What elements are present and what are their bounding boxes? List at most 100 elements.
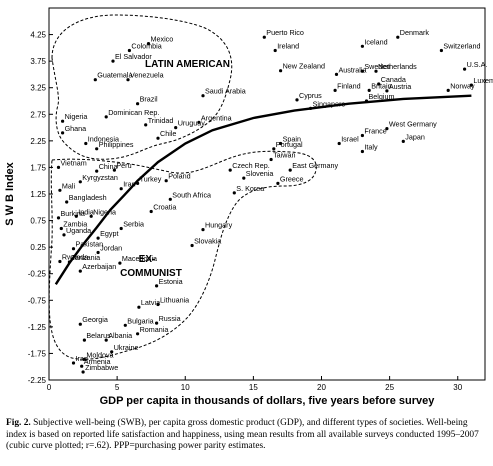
- x-tick-label: 15: [249, 383, 258, 392]
- data-point: [190, 243, 194, 248]
- data-point: [396, 35, 400, 39]
- data-point-label: Singapore: [313, 99, 346, 108]
- data-point-label: Britain: [371, 81, 391, 90]
- data-point: [439, 48, 443, 53]
- data-point: [164, 179, 168, 183]
- data-point-label: Italy: [364, 143, 378, 152]
- data-point-label: Argentina: [201, 113, 232, 122]
- data-point: [118, 261, 122, 265]
- data-point-label: Sweden: [364, 62, 390, 71]
- data-point: [82, 338, 86, 342]
- data-point-label: Norway: [450, 81, 475, 90]
- data-point-label: Canada: [381, 75, 406, 84]
- data-point: [67, 260, 71, 264]
- data-point-label: Israel: [341, 135, 359, 144]
- data-point-label: Ghana: [65, 124, 87, 133]
- ex-communist-label-line1: EX-: [139, 254, 156, 265]
- plot-frame: [48, 7, 486, 381]
- y-tick-label: 3.75: [30, 57, 46, 66]
- data-point-label: East Germany: [292, 161, 338, 170]
- y-tick-label: 1.75: [30, 163, 46, 172]
- data-point-label: Iraq: [76, 354, 88, 363]
- data-point-label: Peru: [116, 161, 131, 170]
- data-point-label: Uganda: [66, 226, 91, 235]
- y-tick-label: 0.75: [30, 217, 46, 226]
- data-point: [155, 321, 159, 325]
- data-point-label: Chile: [160, 129, 176, 138]
- data-point-label: Ukraine: [114, 343, 139, 352]
- data-point-label: Slovenia: [246, 169, 274, 178]
- data-point-label: Saudi Arabia: [205, 87, 246, 96]
- data-point: [110, 350, 114, 354]
- data-point: [360, 149, 364, 154]
- data-point: [273, 48, 277, 53]
- data-point: [104, 338, 108, 342]
- data-point-label: Zambia: [63, 220, 87, 229]
- data-point-label: Tanzania: [71, 253, 100, 262]
- data-point-label: U.S.A.: [467, 60, 488, 69]
- data-point: [168, 197, 172, 201]
- y-tick-label: 2.75: [30, 110, 46, 119]
- x-tick-label: 5: [115, 383, 120, 392]
- data-point: [95, 169, 99, 173]
- data-point: [201, 228, 205, 232]
- data-point-label: Nigeria: [65, 112, 88, 121]
- data-point: [279, 69, 283, 73]
- data-point: [333, 88, 337, 92]
- data-point: [78, 269, 82, 273]
- x-tick-label: 0: [47, 383, 52, 392]
- data-point-label: Iceland: [364, 37, 387, 46]
- data-point-label: Armenia: [84, 357, 111, 366]
- data-point: [111, 59, 115, 63]
- data-point: [360, 133, 364, 138]
- data-point: [104, 115, 108, 119]
- data-point-label: Philippines: [99, 140, 134, 149]
- data-point: [367, 88, 371, 92]
- data-point: [96, 250, 100, 255]
- data-point-label: Vietnam: [61, 158, 87, 167]
- data-point-label: Belgium: [369, 92, 395, 101]
- data-point: [61, 119, 65, 123]
- data-point-label: South Africa: [172, 190, 211, 199]
- y-axis-title: S W B Index: [4, 161, 16, 225]
- data-point: [84, 141, 88, 146]
- data-point: [126, 78, 130, 82]
- data-point-label: Rwanda: [62, 253, 88, 262]
- data-point: [309, 106, 313, 110]
- data-point: [119, 226, 123, 231]
- y-tick-label: 2.25: [30, 137, 46, 146]
- data-point-label: West Germany: [389, 120, 437, 129]
- data-point-label: S. Korea: [236, 184, 264, 193]
- y-tick-label: -2.25: [28, 376, 47, 385]
- data-point-label: Macedonia: [122, 254, 157, 263]
- data-point-label: Cyprus: [299, 91, 322, 100]
- data-point: [156, 136, 160, 140]
- data-point-label: Japan: [405, 132, 425, 141]
- data-point: [197, 120, 201, 124]
- data-point: [58, 259, 62, 264]
- data-point-label: New Zealand: [283, 62, 325, 71]
- data-point: [119, 187, 123, 191]
- data-point: [136, 181, 140, 185]
- data-point-label: China: [99, 162, 118, 171]
- data-point-label: Kyrgyzstan: [82, 173, 118, 182]
- data-point: [58, 188, 62, 192]
- data-point-label: Spain: [283, 135, 301, 144]
- data-point: [288, 168, 292, 172]
- data-point: [93, 78, 97, 82]
- y-tick-label: -1.75: [28, 349, 47, 358]
- y-tick-label: 4.25: [30, 31, 46, 40]
- data-point: [62, 233, 66, 237]
- x-tick-label: 20: [317, 383, 326, 392]
- data-point-label: El Salvador: [115, 52, 152, 61]
- cubic-fit-curve: [54, 94, 472, 285]
- data-point-label: Russia: [159, 314, 181, 323]
- data-point-label: Trinidad: [148, 116, 174, 125]
- data-point-label: Venezuela: [130, 71, 164, 80]
- data-point-label: Nigeria: [93, 207, 116, 216]
- data-point: [95, 147, 99, 151]
- data-point-label: Czech Rep.: [232, 161, 270, 170]
- data-point: [174, 126, 178, 130]
- data-point: [295, 98, 299, 102]
